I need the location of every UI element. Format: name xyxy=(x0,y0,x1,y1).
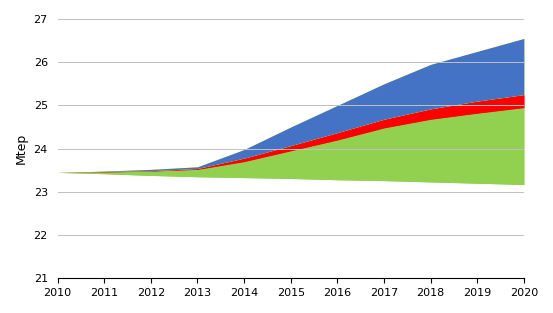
Y-axis label: Mtep: Mtep xyxy=(15,133,28,164)
